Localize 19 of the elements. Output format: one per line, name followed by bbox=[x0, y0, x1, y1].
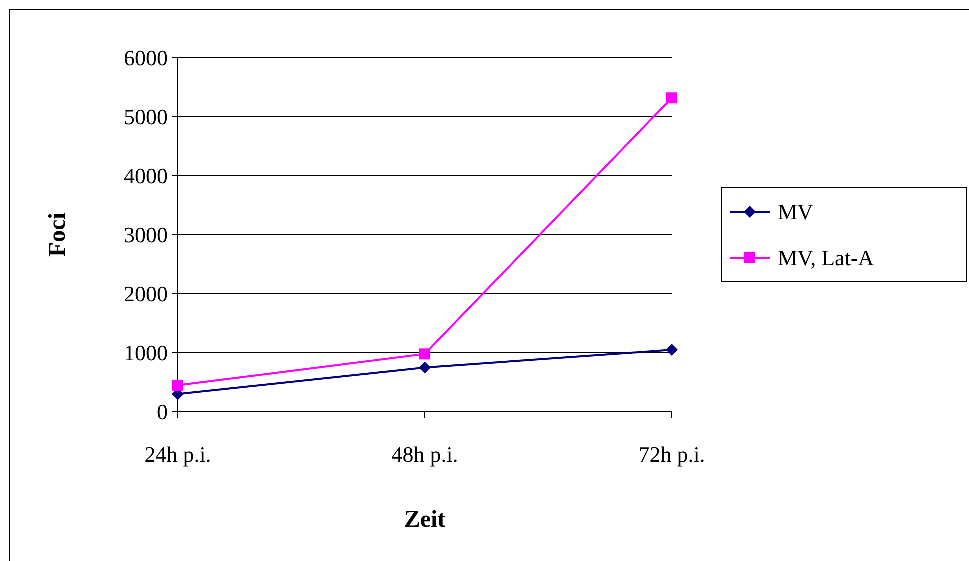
y-tick-label: 0 bbox=[157, 400, 168, 425]
legend-label: MV bbox=[778, 200, 814, 225]
legend-label: MV, Lat-A bbox=[778, 246, 874, 271]
y-tick-label: 5000 bbox=[124, 104, 168, 130]
point bbox=[172, 380, 184, 391]
x-axis-title: Zeit bbox=[404, 507, 446, 533]
point bbox=[420, 348, 430, 360]
x-tick-label: 48h p.i. bbox=[392, 442, 458, 467]
y-tick-label: 3000 bbox=[124, 222, 168, 248]
y-tick-label: 6000 bbox=[124, 46, 168, 71]
y-tick-label: 4000 bbox=[124, 164, 168, 189]
x-tick-label: 24h p.i. bbox=[144, 442, 212, 467]
y-axis-title: Foci bbox=[45, 212, 71, 257]
point bbox=[666, 344, 678, 356]
y-tick-label: 2000 bbox=[124, 282, 168, 307]
x-tick-label: 72h p.i. bbox=[638, 442, 706, 467]
point bbox=[666, 92, 678, 104]
point bbox=[419, 362, 431, 374]
y-tick-label: 1000 bbox=[124, 340, 168, 366]
